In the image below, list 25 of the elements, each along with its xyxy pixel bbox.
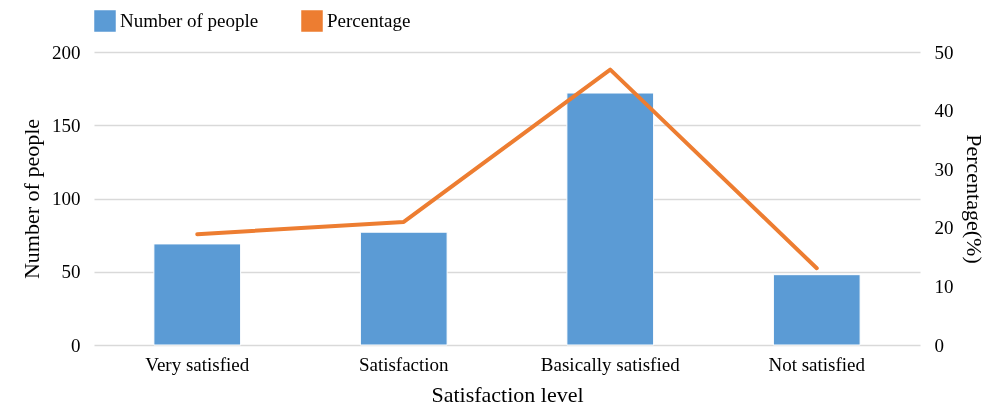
y-tick-label: 150	[52, 114, 81, 136]
bar	[772, 274, 861, 346]
y2-tick-label: 10	[934, 275, 954, 297]
line-series	[195, 67, 819, 271]
legend-label: Number of people	[120, 10, 259, 31]
x-tick-label: Satisfaction	[358, 353, 450, 375]
y-tick-label: 200	[52, 41, 81, 63]
y-tick-label: 50	[61, 261, 81, 283]
y2-tick-label: 0	[934, 334, 944, 356]
x-tick-label: Basically satisfied	[540, 353, 681, 375]
y2-tick-label: 50	[934, 41, 954, 63]
legend-label: Percentage	[327, 10, 411, 31]
bar	[153, 243, 242, 346]
y2-axis-title: Percentage(%)	[961, 134, 987, 264]
y-tick-label: 100	[52, 188, 81, 209]
x-tick-label: Very satisfied	[145, 353, 250, 375]
x-tick-label: Not satisfied	[768, 353, 866, 375]
y2-tick-label: 20	[934, 217, 954, 239]
x-axis-title: Satisfaction level	[431, 381, 584, 407]
y-tick-label: 0	[71, 334, 81, 356]
bar	[359, 231, 448, 346]
y-axis-title: Number of people	[19, 118, 44, 280]
y2-tick-label: 30	[934, 158, 954, 180]
y2-tick-label: 40	[934, 100, 954, 122]
bar	[566, 92, 655, 346]
